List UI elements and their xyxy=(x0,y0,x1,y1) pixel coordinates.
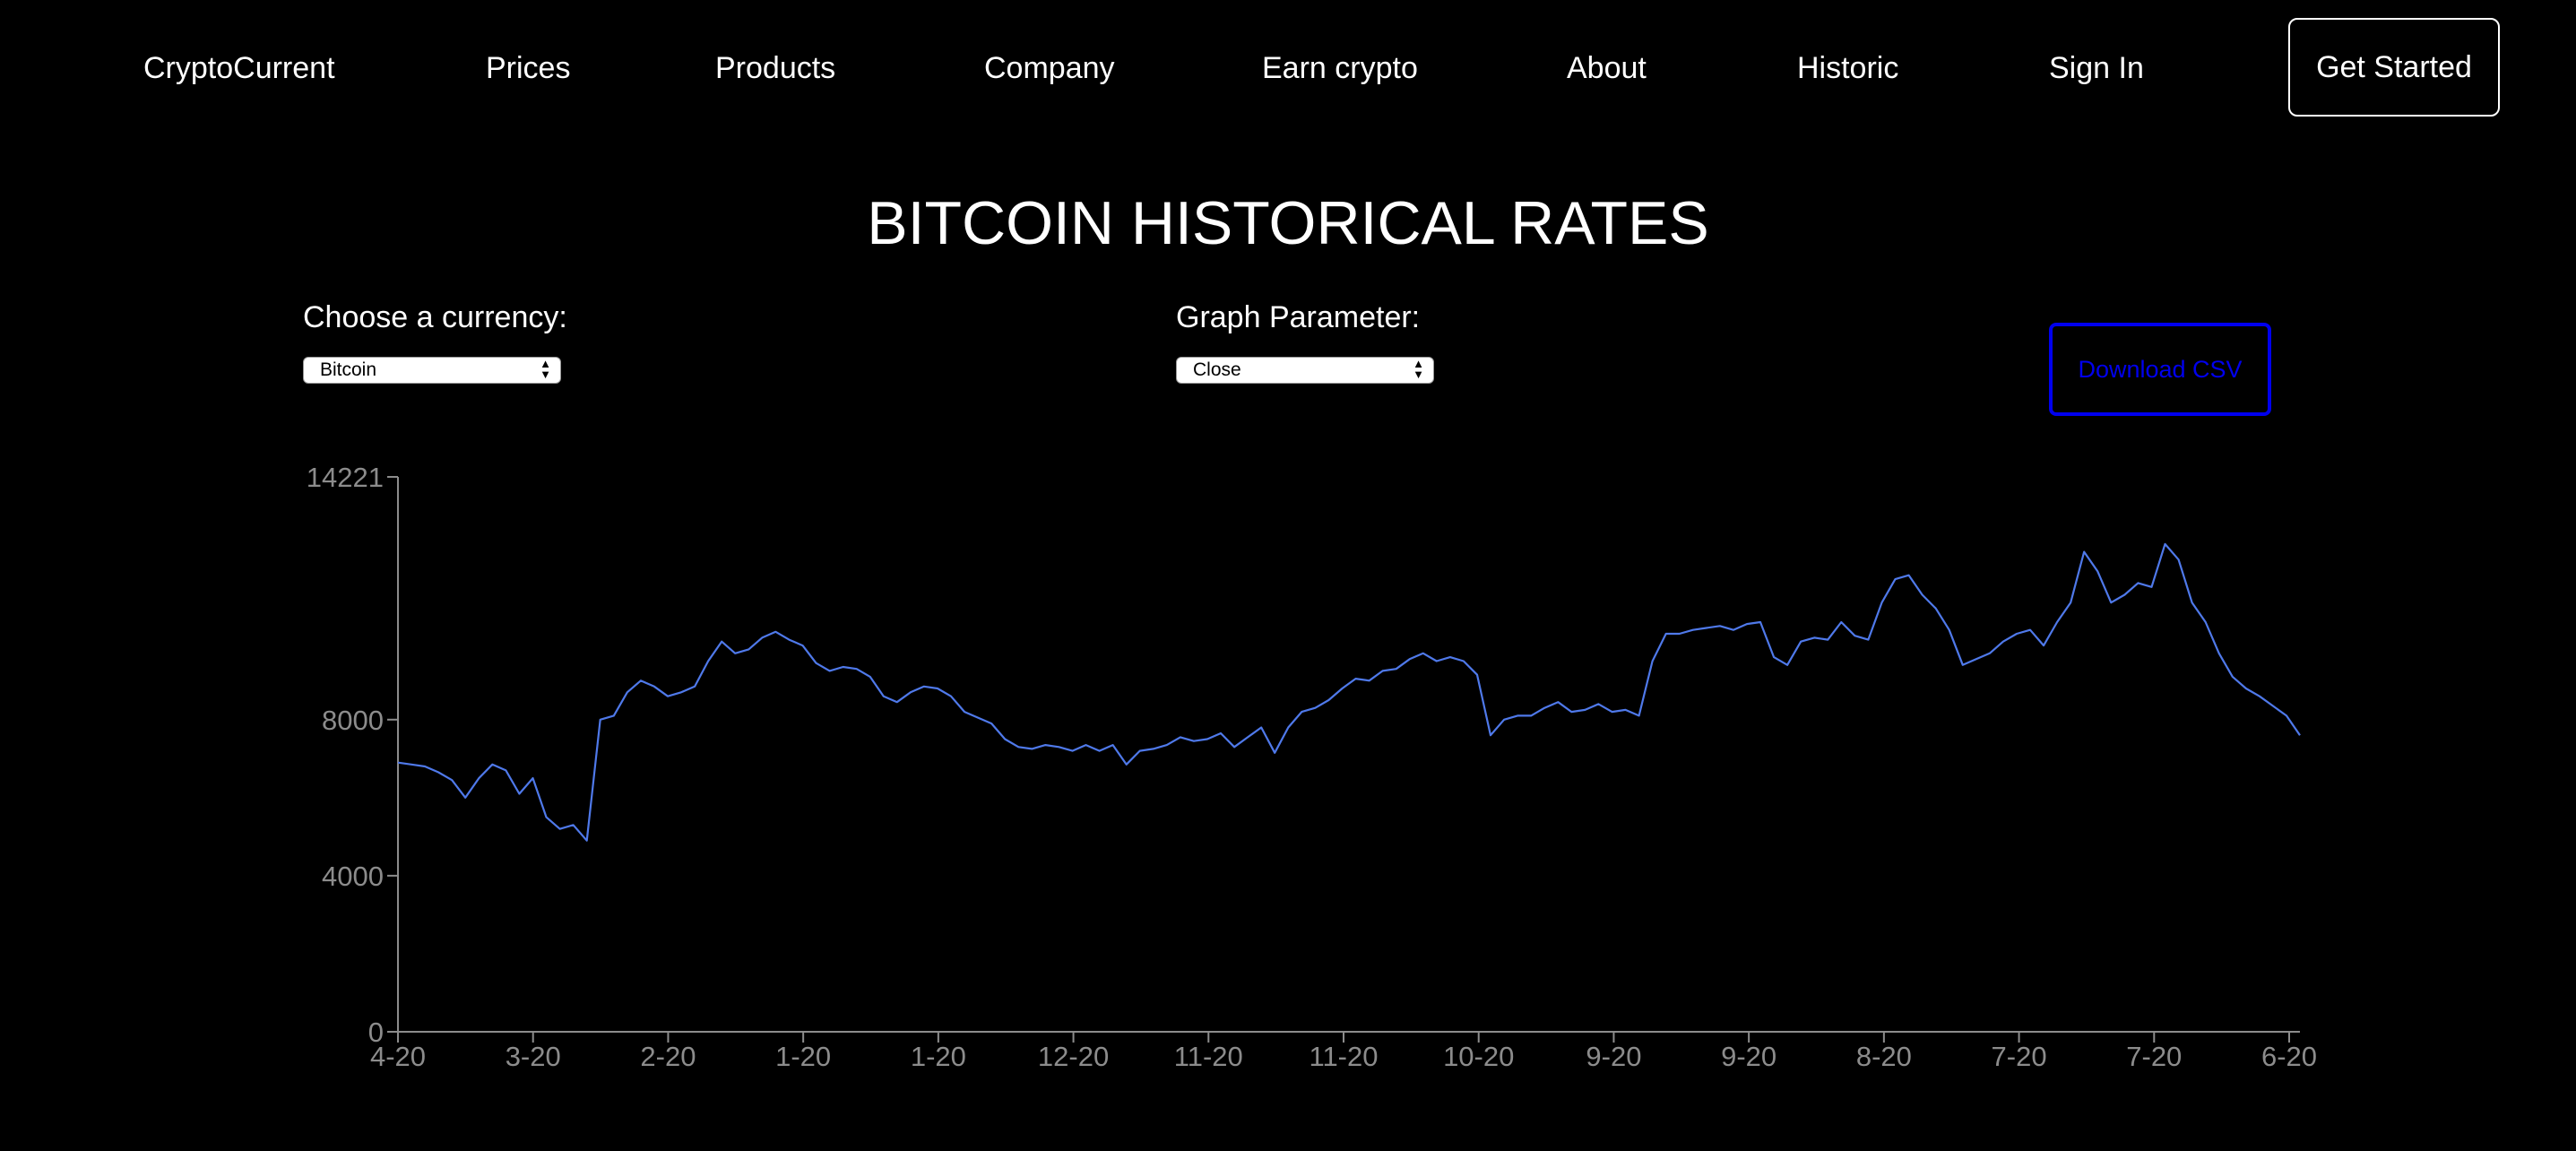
nav-link-prices[interactable]: Prices xyxy=(486,51,571,85)
nav-link-historic[interactable]: Historic xyxy=(1797,51,1899,85)
x-tick-label: 9-20 xyxy=(1721,1041,1776,1072)
x-tick-label: 7-20 xyxy=(1992,1041,2047,1072)
nav-link-sign-in[interactable]: Sign In xyxy=(2049,51,2144,85)
x-tick-label: 9-20 xyxy=(1586,1041,1641,1072)
x-tick-label: 3-20 xyxy=(506,1041,561,1072)
y-tick-label: 0 xyxy=(368,1017,384,1048)
x-tick-label: 7-20 xyxy=(2126,1041,2182,1072)
brand-link[interactable]: CryptoCurrent xyxy=(143,51,335,85)
price-series-line xyxy=(397,542,2301,842)
currency-select[interactable]: Bitcoin ▲ ▼ xyxy=(303,357,561,384)
y-tick-label: 4000 xyxy=(322,861,384,892)
nav-link-about[interactable]: About xyxy=(1567,51,1647,85)
parameter-select-value: Close xyxy=(1193,359,1241,380)
x-tick-label: 10-20 xyxy=(1443,1041,1514,1072)
nav-link-company[interactable]: Company xyxy=(984,51,1115,85)
parameter-select[interactable]: Close ▲ ▼ xyxy=(1176,357,1434,384)
x-tick-label: 2-20 xyxy=(640,1041,696,1072)
page-title: BITCOIN HISTORICAL RATES xyxy=(867,189,1709,257)
currency-select-value: Bitcoin xyxy=(320,359,377,380)
top-nav: CryptoCurrent Prices Products Company Ea… xyxy=(0,0,2576,136)
x-tick-label: 1-20 xyxy=(911,1041,966,1072)
select-arrows-icon: ▲ ▼ xyxy=(1413,357,1424,381)
x-tick-label: 12-20 xyxy=(1038,1041,1109,1072)
x-tick-label: 4-20 xyxy=(370,1041,426,1072)
download-csv-button[interactable]: Download CSV xyxy=(2049,323,2271,416)
get-started-button[interactable]: Get Started xyxy=(2288,18,2500,117)
nav-link-earn-crypto[interactable]: Earn crypto xyxy=(1262,51,1418,85)
x-tick-label: 11-20 xyxy=(1310,1041,1379,1072)
x-tick-label: 1-20 xyxy=(775,1041,831,1072)
parameter-label: Graph Parameter: xyxy=(1176,300,1421,334)
currency-label: Choose a currency: xyxy=(303,300,567,334)
select-arrows-icon: ▲ ▼ xyxy=(540,357,551,381)
x-tick-label: 8-20 xyxy=(1856,1041,1912,1072)
y-tick-label: 8000 xyxy=(322,705,384,736)
nav-link-products[interactable]: Products xyxy=(715,51,836,85)
y-tick-label: 14221 xyxy=(307,462,384,493)
x-tick-label: 11-20 xyxy=(1174,1041,1243,1072)
x-tick-label: 6-20 xyxy=(2261,1041,2317,1072)
